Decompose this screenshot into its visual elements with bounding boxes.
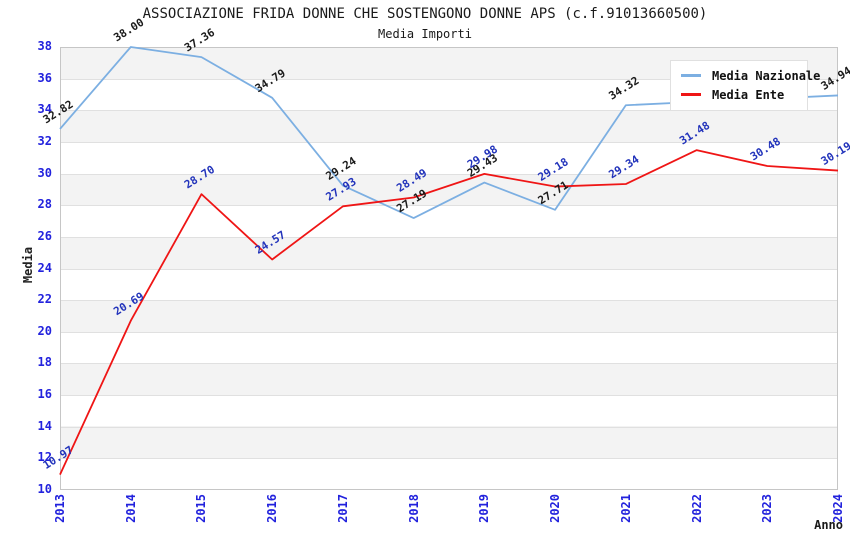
plot-band — [61, 111, 837, 143]
x-tick-label: 2021 — [618, 494, 633, 523]
gridline — [61, 236, 837, 238]
plot-band — [61, 300, 837, 332]
y-tick-label: 10 — [37, 482, 52, 496]
gridline — [61, 395, 837, 397]
gridline — [61, 300, 837, 302]
y-tick-label: 14 — [37, 418, 52, 433]
x-tick-label: 2015 — [194, 494, 209, 523]
x-tick-label: 2013 — [53, 494, 67, 523]
y-tick-label: 36 — [37, 70, 52, 85]
plot-band — [61, 363, 837, 395]
gridline — [61, 173, 837, 175]
gridline — [61, 331, 837, 333]
x-tick-label: 2017 — [335, 494, 350, 523]
y-tick-label: 22 — [37, 292, 52, 307]
y-tick-label: 18 — [37, 355, 52, 370]
x-axis-title: Anno — [814, 518, 843, 532]
x-tick-label: 2019 — [477, 494, 492, 523]
legend: Media Nazionale Media Ente — [670, 60, 820, 111]
plot-band — [61, 143, 837, 175]
y-tick-label: 34 — [37, 102, 52, 117]
gridline — [61, 458, 837, 460]
x-tick-label: 2018 — [406, 494, 421, 523]
y-tick-label: 38 — [37, 39, 52, 53]
chart-subtitle: Media Importi — [378, 27, 472, 41]
plot-band — [61, 458, 837, 490]
y-tick-label: 30 — [37, 165, 52, 180]
plot-band — [61, 269, 837, 301]
y-tick-label: 26 — [37, 228, 52, 243]
plot-area — [60, 47, 838, 490]
plot-band — [61, 395, 837, 427]
gridline — [61, 268, 837, 270]
x-tick-label: 2014 — [123, 494, 138, 523]
y-tick-label: 12 — [37, 450, 52, 465]
plot-band — [61, 237, 837, 269]
y-tick-label: 24 — [37, 260, 52, 275]
y-tick-label: 20 — [37, 323, 52, 338]
plot-band — [61, 206, 837, 238]
y-tick-label: 32 — [37, 133, 52, 148]
legend-line-swatch-ente — [681, 93, 701, 96]
y-tick-label: 28 — [37, 197, 52, 212]
x-tick-label: 2016 — [265, 494, 280, 523]
gridline — [61, 205, 837, 207]
x-tick-label: 2022 — [689, 494, 704, 523]
gridline — [61, 141, 837, 143]
plot-band — [61, 426, 837, 458]
legend-line-swatch-nazionale — [681, 74, 701, 77]
x-tick-label: 2023 — [760, 494, 775, 523]
gridline — [61, 363, 837, 365]
plot-band — [61, 332, 837, 364]
legend-item-media-ente: Media Ente — [681, 85, 807, 104]
legend-item-media-nazionale: Media Nazionale — [681, 66, 820, 85]
gridline — [61, 426, 837, 428]
legend-label-media-nazionale: Media Nazionale — [712, 68, 821, 83]
chart-title: ASSOCIAZIONE FRIDA DONNE CHE SOSTENGONO … — [142, 6, 708, 22]
legend-label-media-ente: Media Ente — [712, 87, 785, 102]
y-tick-label: 16 — [37, 387, 52, 402]
plot-band — [61, 174, 837, 206]
x-tick-label: 2020 — [548, 494, 563, 523]
